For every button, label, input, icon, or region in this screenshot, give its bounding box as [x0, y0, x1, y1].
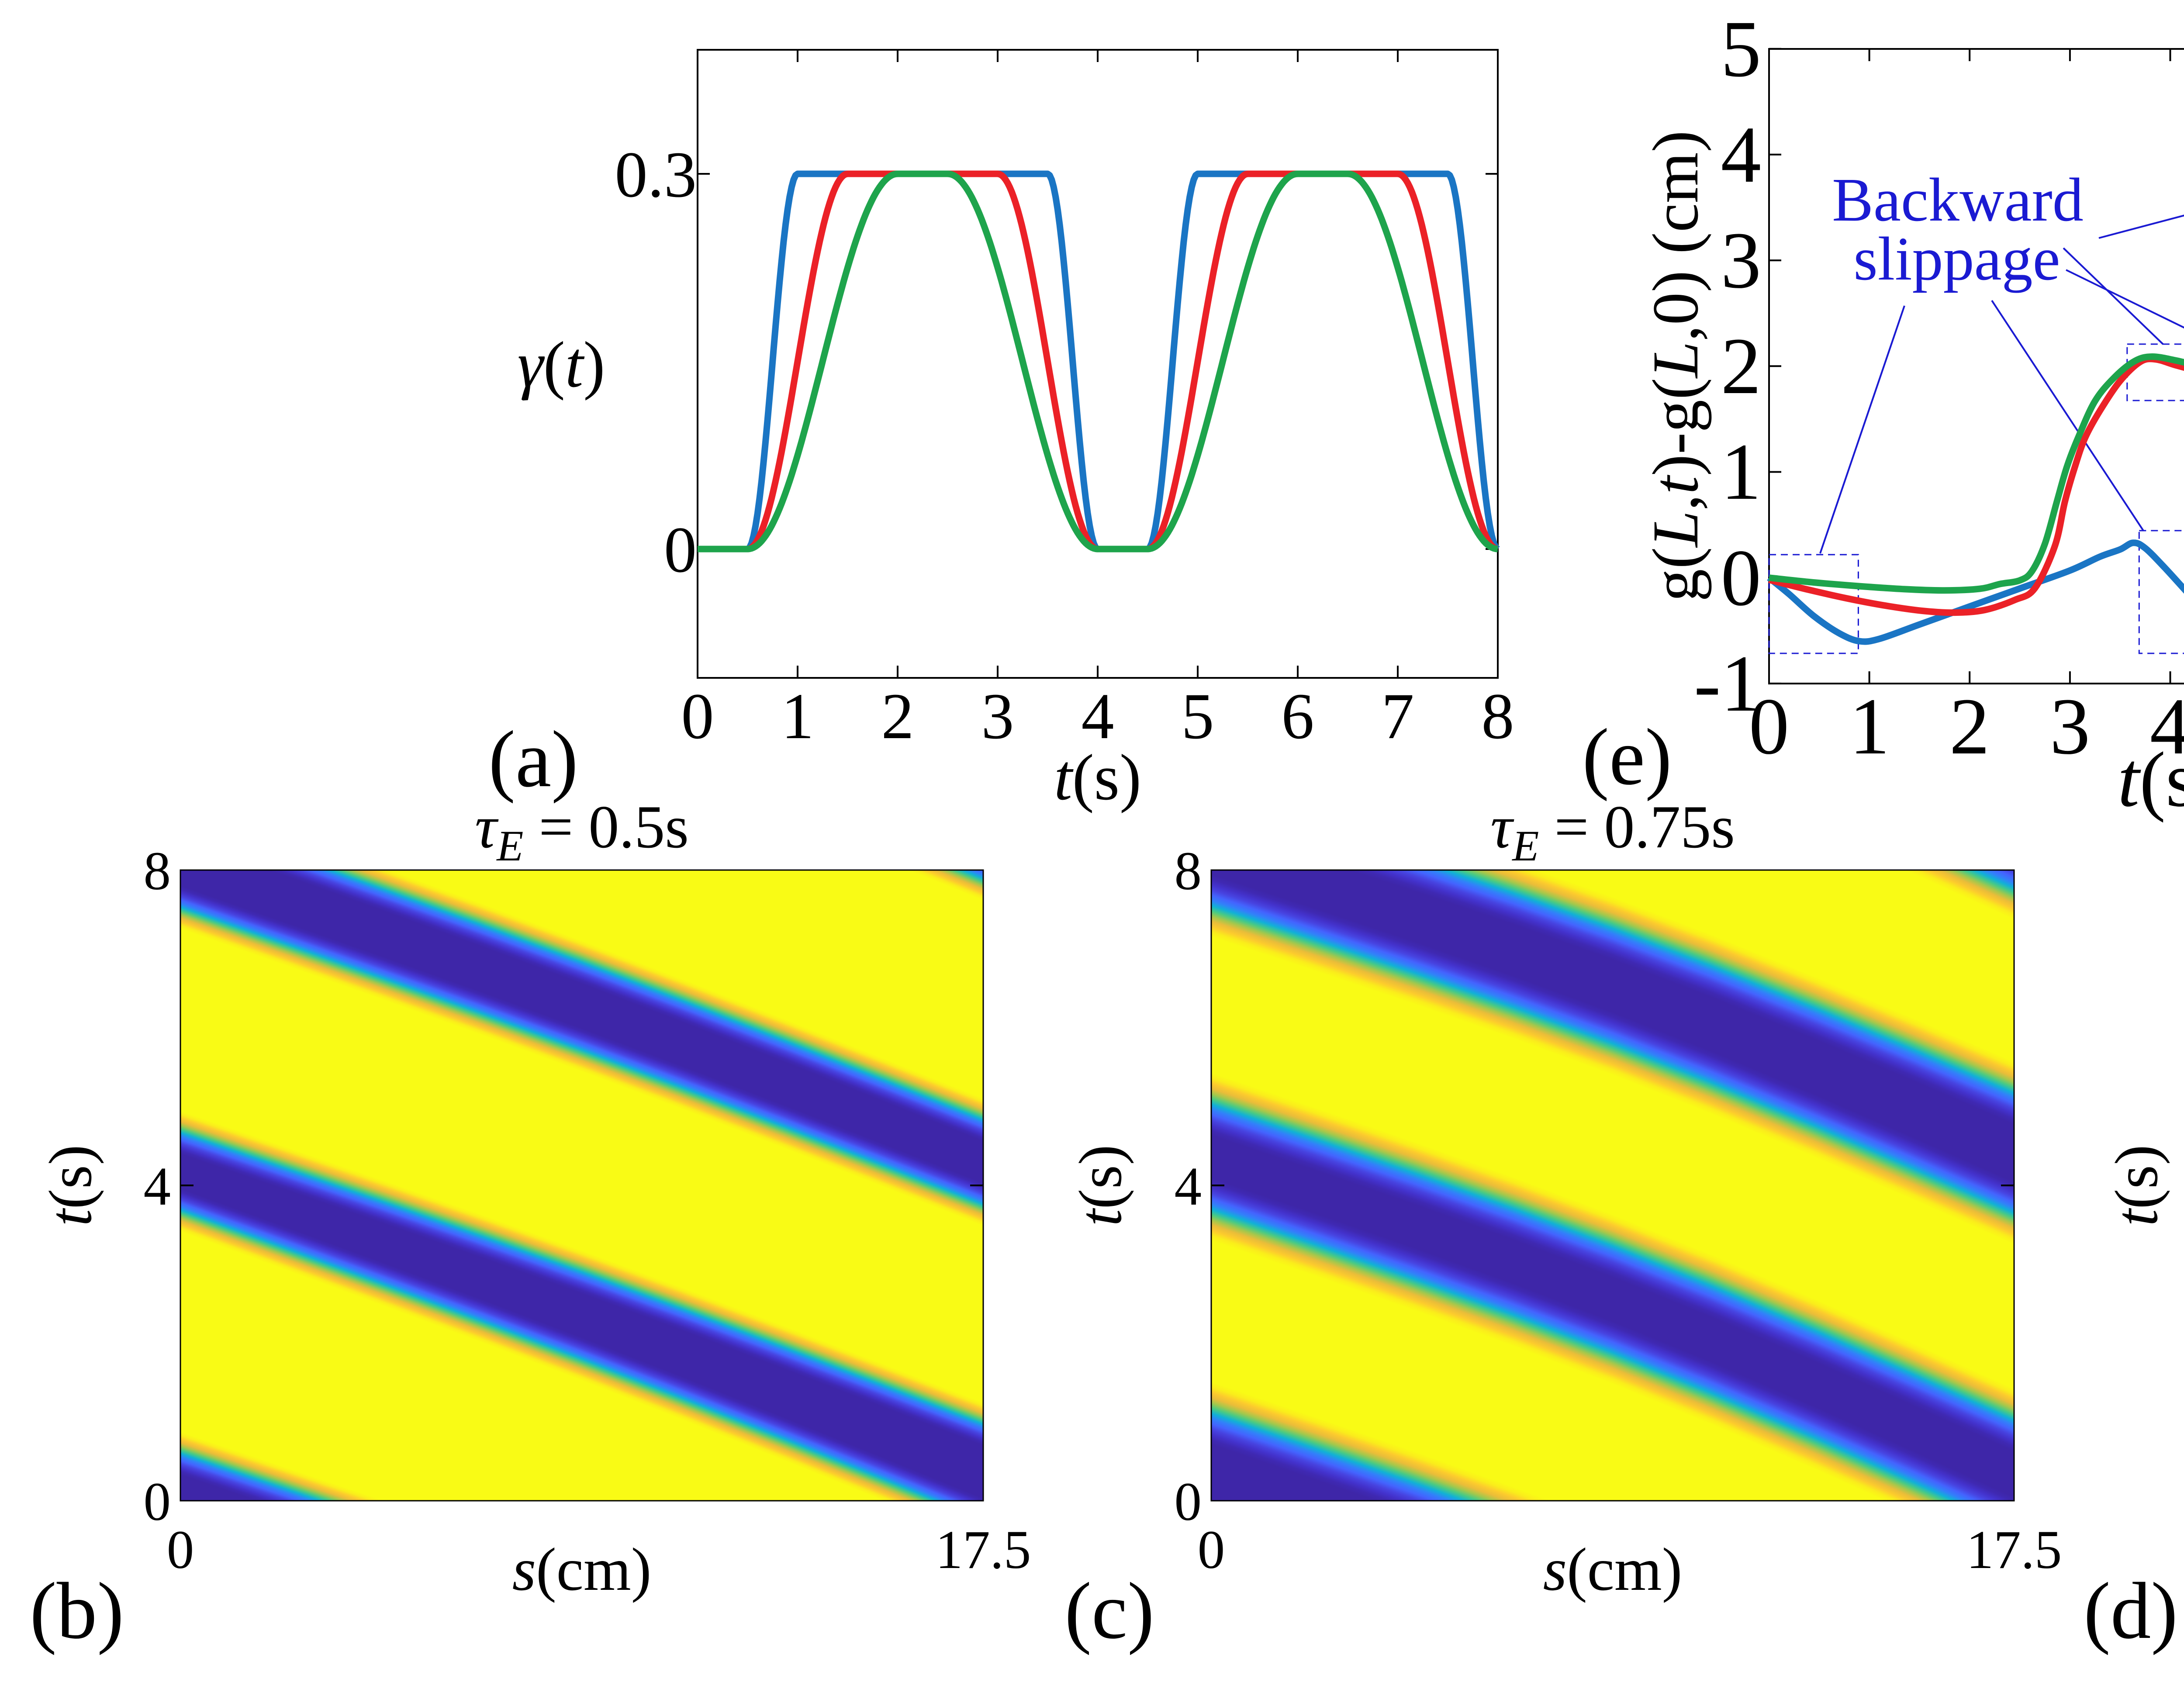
svg-text:0: 0 — [1198, 1520, 1225, 1580]
svg-text:t(s): t(s) — [2103, 1145, 2170, 1226]
svg-text:1: 1 — [1849, 682, 1890, 771]
svg-text:4: 4 — [144, 1157, 171, 1217]
svg-text:(d): (d) — [2084, 1566, 2178, 1656]
svg-text:s(cm): s(cm) — [512, 1536, 652, 1603]
svg-text:s(cm): s(cm) — [1543, 1536, 1683, 1603]
svg-text:t(s): t(s) — [1054, 741, 1141, 814]
svg-text:g(L,t)-g(L,0) (cm): g(L,t)-g(L,0) (cm) — [1639, 131, 1712, 602]
svg-text:4: 4 — [1082, 680, 1114, 753]
svg-text:γ(t): γ(t) — [518, 328, 605, 401]
svg-text:(e): (e) — [1582, 712, 1672, 802]
svg-text:4: 4 — [1175, 1157, 1202, 1217]
svg-text:3: 3 — [1721, 216, 1762, 305]
svg-text:5: 5 — [1721, 4, 1762, 94]
svg-text:2: 2 — [1949, 682, 1990, 771]
svg-text:8: 8 — [1482, 680, 1514, 753]
svg-text:0: 0 — [167, 1520, 194, 1580]
svg-text:0: 0 — [1175, 1472, 1202, 1532]
svg-text:17.5: 17.5 — [1966, 1520, 2062, 1580]
svg-text:5: 5 — [1182, 680, 1214, 753]
svg-text:4: 4 — [2150, 682, 2184, 771]
svg-text:8: 8 — [1175, 841, 1202, 901]
svg-text:t(s): t(s) — [37, 1145, 104, 1226]
svg-text:t(s): t(s) — [2118, 736, 2184, 823]
svg-text:τE = 0.75s: τE = 0.75s — [1490, 793, 1735, 870]
svg-text:(a): (a) — [488, 715, 578, 804]
svg-text:0: 0 — [1721, 533, 1762, 623]
svg-text:slippage: slippage — [1853, 224, 2060, 293]
svg-text:1: 1 — [1721, 427, 1762, 517]
svg-text:0: 0 — [664, 514, 697, 586]
svg-text:τE = 0.5s: τE = 0.5s — [475, 793, 689, 870]
svg-text:2: 2 — [881, 680, 914, 753]
svg-text:3: 3 — [2050, 682, 2091, 771]
svg-text:0: 0 — [681, 680, 714, 753]
svg-text:t(s): t(s) — [1067, 1145, 1134, 1226]
svg-text:Backward: Backward — [1832, 165, 2084, 234]
svg-text:0: 0 — [144, 1472, 171, 1532]
svg-text:17.5: 17.5 — [936, 1520, 1031, 1580]
svg-text:0: 0 — [1749, 682, 1790, 771]
svg-text:(c): (c) — [1064, 1566, 1154, 1656]
svg-text:-1: -1 — [1694, 639, 1761, 729]
svg-text:4: 4 — [1721, 110, 1762, 200]
svg-text:2: 2 — [1721, 321, 1762, 411]
svg-text:8: 8 — [144, 841, 171, 901]
svg-text:6: 6 — [1282, 680, 1314, 753]
svg-text:1: 1 — [781, 680, 814, 753]
svg-text:7: 7 — [1382, 680, 1414, 753]
svg-text:0.3: 0.3 — [615, 138, 697, 211]
svg-text:(b): (b) — [30, 1566, 124, 1656]
svg-text:3: 3 — [981, 680, 1014, 753]
